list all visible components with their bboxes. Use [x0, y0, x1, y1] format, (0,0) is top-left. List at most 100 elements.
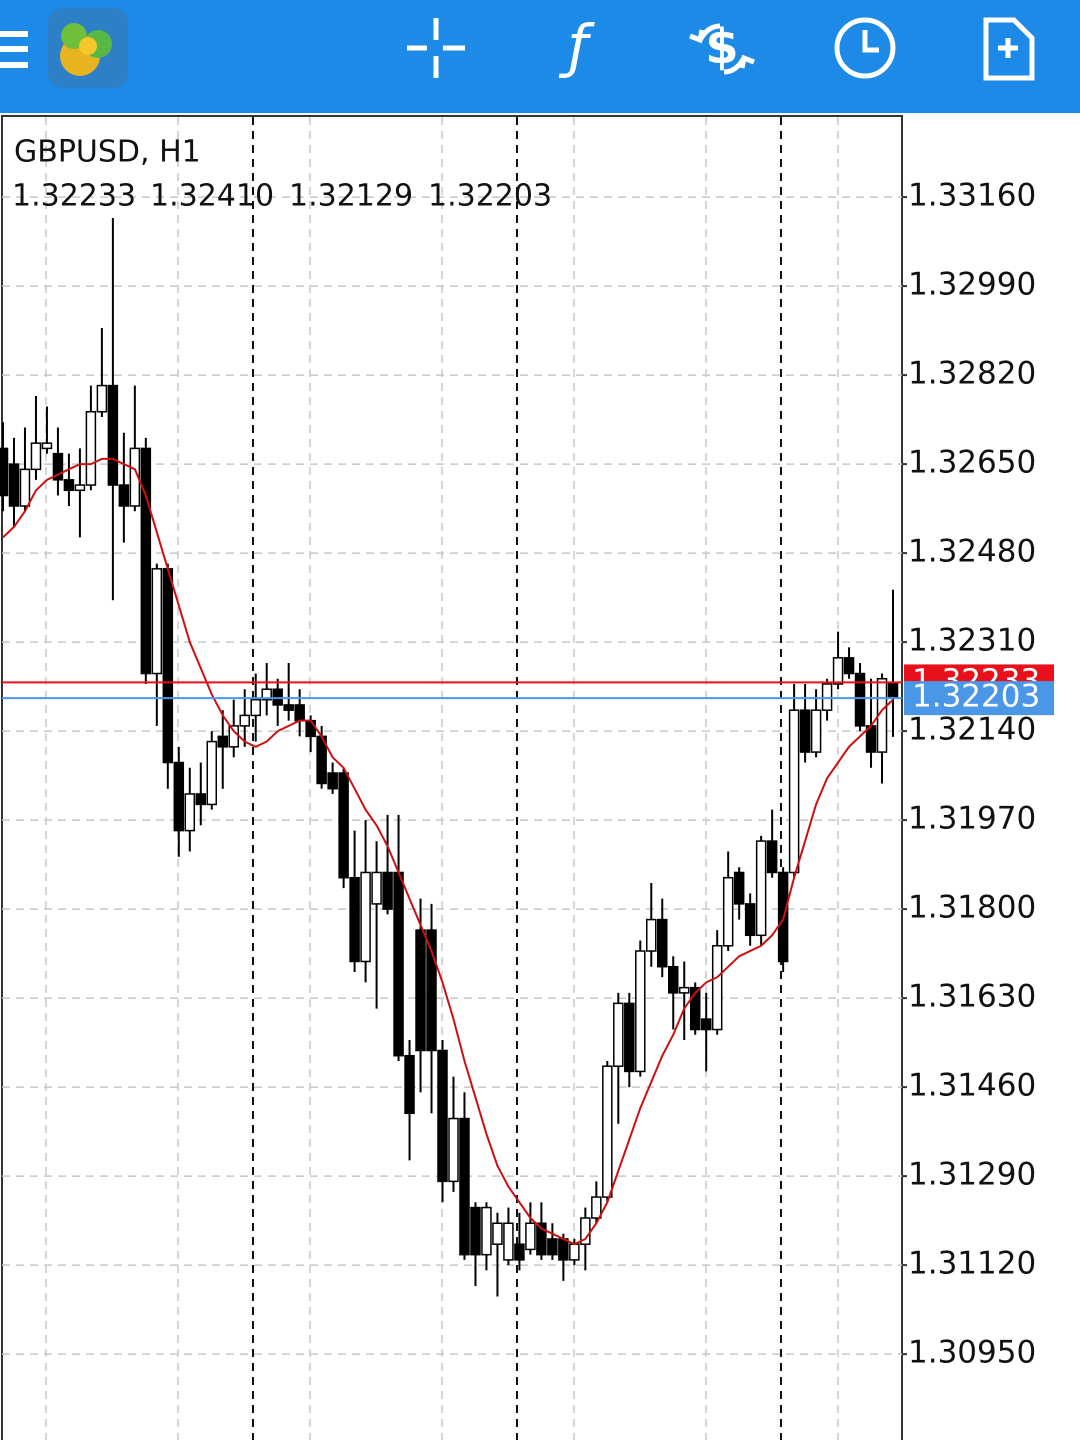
candle-body — [151, 568, 163, 675]
candle-body — [52, 452, 64, 481]
candle-body — [437, 1049, 448, 1183]
symbol-title: GBPUSD, H1 — [14, 135, 201, 170]
bid-tag-label: 1.32203 — [912, 679, 1040, 715]
open-text: 1.32233 — [12, 179, 136, 214]
candle-body — [624, 1002, 635, 1073]
candle-body — [30, 442, 42, 471]
candle-body — [360, 871, 371, 963]
candle-body — [349, 876, 360, 963]
candle-body — [283, 704, 294, 711]
candle-body — [887, 681, 899, 699]
y-tick-label: 1.32480 — [908, 534, 1036, 570]
ohlc-header: 1.32233 1.32410 1.32129 1.32203 — [12, 179, 552, 214]
y-tick-label: 1.31460 — [908, 1068, 1036, 1104]
y-tick-label: 1.31290 — [908, 1157, 1036, 1193]
y-tick-label: 1.32820 — [908, 356, 1036, 392]
candle-body — [832, 657, 844, 685]
candle-body — [239, 714, 250, 727]
candle-body — [415, 929, 426, 1052]
candle-body — [459, 1117, 470, 1256]
candle-body — [206, 740, 218, 806]
candle-body — [481, 1206, 492, 1256]
candle-body — [722, 876, 734, 947]
price-axis: 1.33160 1.32990 1.32820 1.32650 1.32480 1.323… — [902, 178, 1054, 1371]
crosshair-button[interactable] — [407, 18, 465, 78]
candle-body — [19, 468, 31, 507]
candle-body — [404, 1054, 415, 1115]
candle-body — [799, 709, 811, 753]
candle-body — [393, 871, 404, 1057]
new-order-button[interactable] — [983, 17, 1035, 81]
candle-body — [74, 484, 86, 492]
candle-body — [755, 840, 767, 937]
y-tick-label: 1.32990 — [908, 267, 1036, 303]
candle-body — [228, 725, 239, 748]
candle-body — [371, 871, 382, 905]
candle-body — [503, 1222, 514, 1261]
candle-body — [305, 719, 316, 738]
y-tick-label: 1.31800 — [908, 890, 1036, 926]
candle-body — [854, 672, 866, 727]
candle-body — [810, 709, 822, 753]
candle-body — [602, 1065, 613, 1198]
candle-body — [129, 447, 141, 507]
candle-body — [41, 442, 53, 450]
candle-body — [338, 772, 349, 879]
candle-body — [547, 1238, 558, 1256]
candle-body — [788, 709, 800, 874]
candle-body — [525, 1222, 536, 1251]
candle-body — [382, 871, 393, 910]
candle-body — [558, 1238, 569, 1261]
candle-body — [591, 1196, 602, 1219]
plot — [0, 218, 902, 1297]
high-text: 1.32410 — [150, 179, 274, 214]
candle-body — [711, 945, 723, 1031]
y-tick-label: 1.31970 — [908, 801, 1036, 837]
menu-button[interactable] — [0, 31, 28, 68]
candle-body — [195, 793, 207, 806]
grid — [2, 196, 902, 1355]
candle-body — [272, 688, 283, 706]
candle-body — [689, 986, 701, 1031]
y-tick-label: 1.32140 — [908, 712, 1036, 748]
y-tick-label: 1.31120 — [908, 1246, 1036, 1282]
candle-body — [733, 871, 745, 905]
chart-frame — [1, 115, 903, 1440]
candle-body — [107, 384, 119, 486]
trade-button[interactable]: $ — [689, 19, 755, 75]
y-tick-label: 1.32310 — [908, 623, 1036, 659]
candle-body — [646, 918, 657, 952]
candle-body — [217, 735, 229, 748]
candle-body — [470, 1206, 481, 1256]
app-logo[interactable] — [48, 8, 128, 88]
candle-body — [843, 657, 855, 675]
low-text: 1.32129 — [289, 179, 413, 214]
candle-body — [294, 704, 305, 722]
candle-body — [85, 411, 97, 486]
candle-body — [744, 903, 756, 937]
candle-body — [678, 986, 690, 994]
candle-body — [426, 929, 437, 1052]
candle-body — [184, 793, 196, 832]
candle-body — [657, 918, 668, 968]
candle-body — [700, 1018, 712, 1031]
candle-body — [96, 384, 108, 413]
moving-average — [2, 457, 894, 1246]
candle-body — [821, 683, 833, 711]
candle-body — [448, 1117, 459, 1183]
y-tick-label: 1.30950 — [908, 1335, 1036, 1371]
toolbar — [0, 0, 1080, 113]
candle-body — [327, 772, 338, 790]
candle-body — [173, 761, 185, 832]
candle-body — [63, 479, 75, 492]
candle-body — [635, 950, 646, 1073]
candle-body — [118, 484, 130, 507]
candle-body — [162, 568, 174, 764]
candle-body — [766, 840, 778, 874]
bid-tag — [904, 681, 1054, 716]
candle-body — [8, 463, 20, 507]
period-button[interactable] — [834, 17, 896, 79]
y-tick-label: 1.32650 — [908, 445, 1036, 481]
day-separators — [252, 117, 782, 1440]
